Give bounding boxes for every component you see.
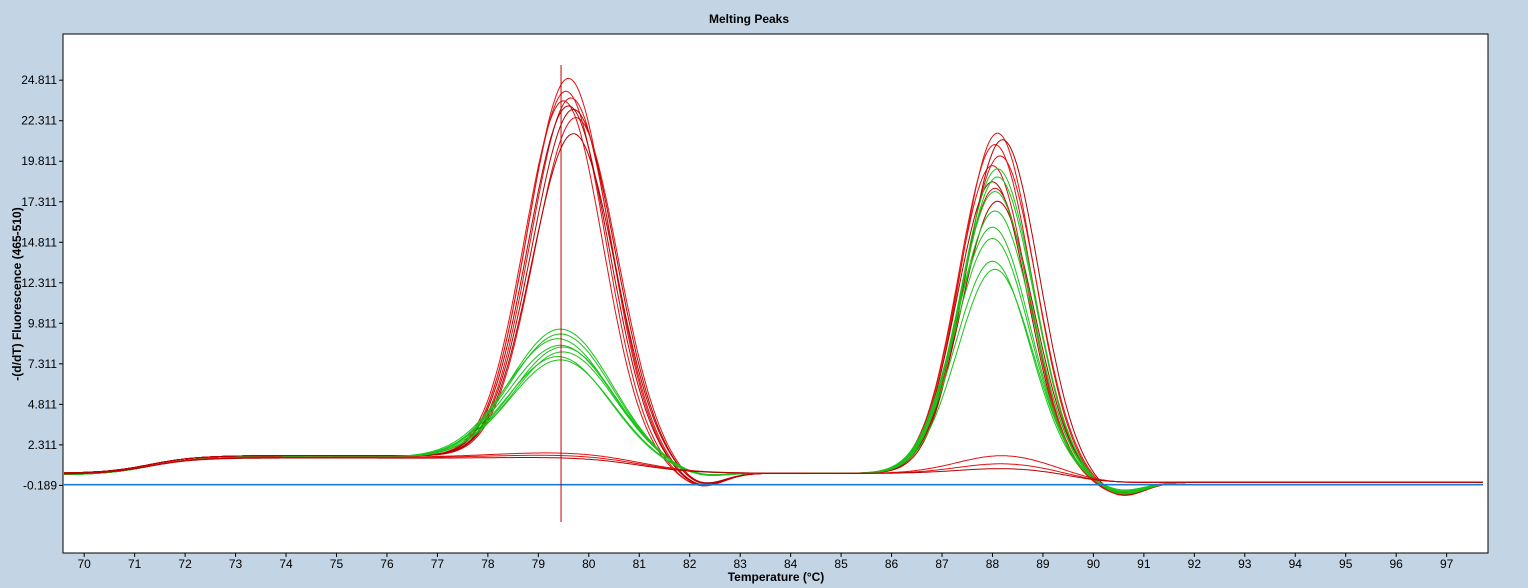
x-tick-label: 86: [885, 557, 899, 571]
x-tick-label: 75: [330, 557, 344, 571]
x-axis-label: Temperature (°C): [728, 570, 825, 584]
y-axis-label: -(d/dT) Fluorescence (465-510): [10, 207, 24, 380]
x-axis: 70 71 72 73 74 75 76 77 78 79 80 81 82 83 84 85 86 87 88 89…: [78, 553, 1454, 571]
y-tick-label: -0.189: [23, 478, 57, 492]
y-tick-label: 12.311: [21, 276, 57, 290]
x-tick-label: 82: [683, 557, 697, 571]
y-tick-label: 22.311: [21, 114, 57, 128]
x-tick-label: 77: [431, 557, 445, 571]
x-tick-label: 72: [178, 557, 192, 571]
y-tick-label: 9.811: [28, 316, 57, 330]
x-tick-label: 73: [229, 557, 243, 571]
y-tick-label: 24.811: [21, 73, 57, 87]
series-layer: [64, 77, 1483, 496]
y-tick-label: 7.311: [28, 357, 57, 371]
y-tick-label: 4.811: [28, 397, 57, 411]
x-tick-label: 96: [1389, 557, 1403, 571]
x-tick-label: 70: [78, 557, 92, 571]
x-tick-label: 95: [1339, 557, 1353, 571]
x-tick-label: 74: [279, 557, 293, 571]
x-tick-label: 89: [1036, 557, 1050, 571]
y-axis: -0.189 2.311 4.811 7.311 9.811 12.311 14.811 17…: [21, 73, 63, 492]
x-tick-label: 80: [582, 557, 596, 571]
x-tick-label: 97: [1440, 557, 1454, 571]
y-tick-label: 19.811: [21, 154, 57, 168]
x-tick-label: 84: [784, 557, 798, 571]
x-tick-label: 78: [481, 557, 495, 571]
x-tick-label: 90: [1087, 557, 1101, 571]
x-tick-label: 79: [532, 557, 546, 571]
y-tick-label: 14.811: [21, 235, 57, 249]
x-tick-label: 87: [935, 557, 949, 571]
melt-curve-dark_red: [64, 457, 1483, 483]
x-tick-label: 91: [1137, 557, 1151, 571]
plot-area: [62, 33, 1489, 554]
x-tick-label: 92: [1188, 557, 1202, 571]
y-tick-label: 2.311: [28, 438, 57, 452]
x-tick-label: 85: [834, 557, 848, 571]
x-tick-label: 93: [1238, 557, 1252, 571]
x-tick-label: 81: [633, 557, 647, 571]
x-tick-label: 76: [380, 557, 394, 571]
y-tick-label: 17.311: [21, 195, 57, 209]
x-tick-label: 94: [1289, 557, 1303, 571]
x-tick-label: 88: [986, 557, 1000, 571]
chart-title: Melting Peaks: [709, 12, 789, 26]
x-tick-label: 71: [128, 557, 142, 571]
x-tick-label: 83: [733, 557, 747, 571]
